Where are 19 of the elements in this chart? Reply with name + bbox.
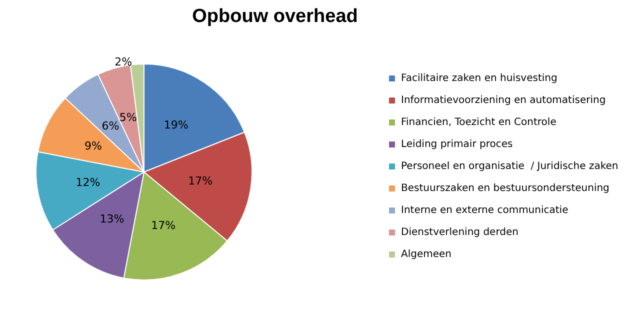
legend-label: Informatievoorziening en automatisering [401, 95, 606, 106]
data-label: 5% [119, 110, 137, 124]
data-label: 6% [102, 119, 120, 132]
data-label: 13% [100, 212, 124, 226]
legend-label: Facilitaire zaken en huisvesting [401, 73, 558, 84]
data-label: 9% [84, 140, 102, 153]
chart-title: Opbouw overhead [192, 6, 358, 27]
legend-label: Financien, Toezicht en Controle [401, 117, 556, 128]
data-label: 2% [114, 56, 132, 69]
data-label: 17% [188, 174, 213, 188]
legend-label: Interne en externe communicatie [401, 205, 568, 216]
legend-label: Algemeen [401, 249, 452, 260]
data-label: 12% [76, 176, 100, 190]
legend-label: Bestuurszaken en bestuursondersteuning [401, 183, 610, 194]
legend-label: Dienstverlening derden [401, 227, 518, 238]
data-label: 19% [164, 118, 188, 132]
legend-label: Leiding primair proces [401, 139, 513, 150]
data-label: 17% [151, 219, 176, 232]
legend-label: Personeel en organisatie / Juridische zaken [401, 161, 618, 172]
